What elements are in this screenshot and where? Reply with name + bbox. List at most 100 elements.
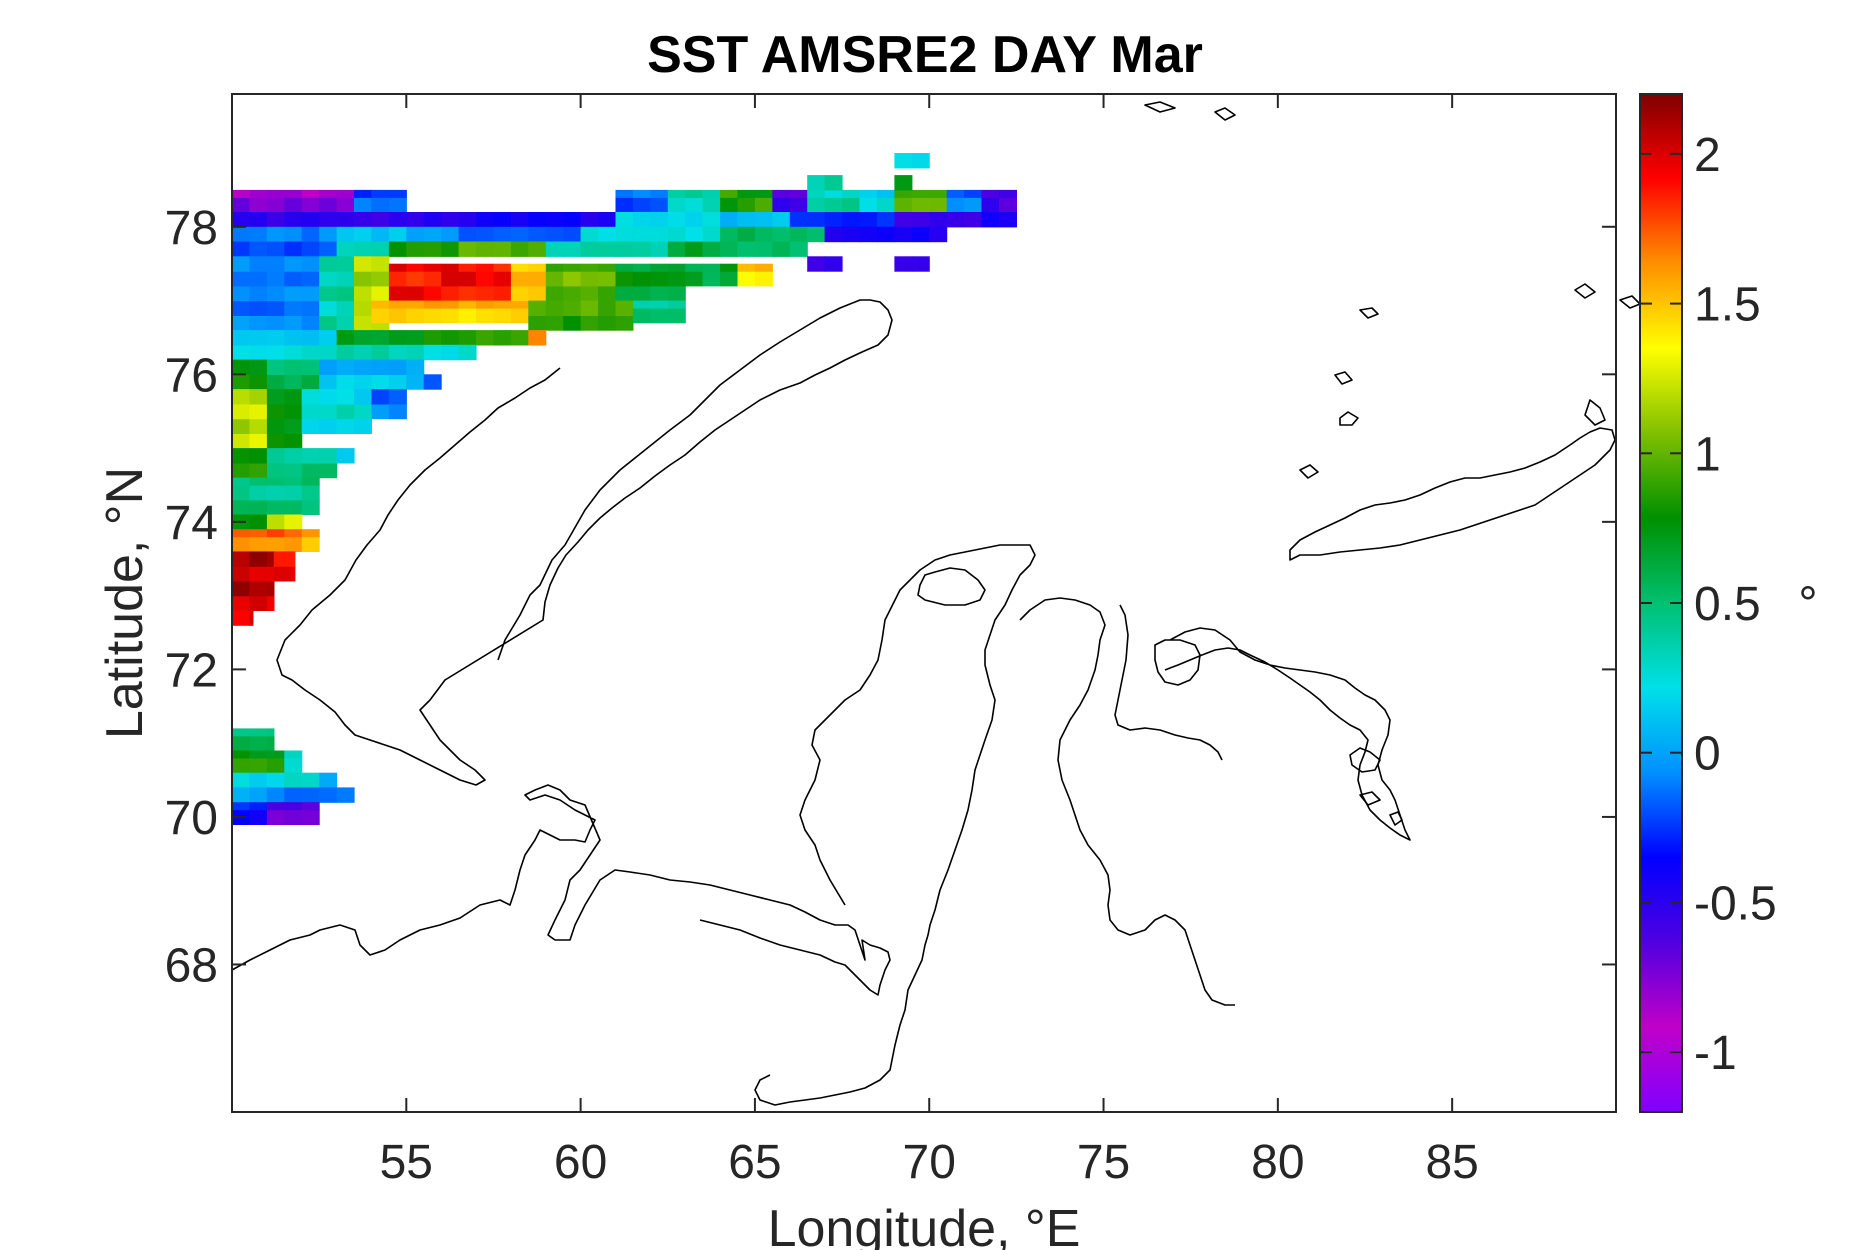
heat-cell [388, 263, 407, 272]
colorbar-tick-labels: -1 -0.5 0 0.5 1 1.5 2 [1694, 129, 1777, 1080]
heat-cell [929, 197, 948, 213]
heat-cell [284, 271, 303, 287]
heat-cell [266, 418, 285, 434]
heat-cell [336, 300, 355, 316]
heat-cell [824, 197, 843, 213]
heat-cell [598, 300, 616, 316]
heat-cell [929, 226, 948, 243]
heat-cell [319, 448, 338, 464]
colorbar-tick-label: 2 [1694, 129, 1721, 182]
heat-cell [336, 330, 355, 346]
heat-cell [336, 241, 355, 257]
heat-cell [632, 300, 651, 309]
heat-cell [685, 226, 704, 243]
heat-cell [301, 529, 320, 538]
heat-cell [388, 307, 407, 324]
heat-cell [354, 359, 372, 375]
heat-cell [319, 344, 338, 361]
heat-cell [354, 330, 372, 346]
heat-cell [284, 433, 303, 449]
heat-cell [754, 226, 773, 243]
heat-cell [876, 197, 895, 213]
heat-cell [354, 256, 372, 272]
heat-cell [441, 285, 460, 302]
x-tick-label: 60 [554, 1136, 607, 1189]
heat-cell [754, 263, 773, 272]
heat-cell [632, 189, 651, 198]
heat-cell [249, 189, 268, 198]
heat-cell [876, 212, 895, 228]
heat-cell [476, 212, 494, 228]
plot-frame [231, 93, 1617, 1113]
heat-cell [423, 344, 442, 361]
x-tick-label: 70 [903, 1136, 956, 1189]
heat-cell [319, 300, 338, 316]
heat-cell [232, 448, 250, 464]
heat-cell [232, 344, 250, 361]
heat-cell [772, 226, 791, 243]
colorbar: -1 -0.5 0 0.5 1 1.5 2 ° [1639, 93, 1818, 1113]
heat-cell [563, 263, 582, 272]
heat-cell [493, 212, 512, 228]
x-ticks [405, 94, 1454, 1112]
heat-cell [772, 197, 791, 213]
heat-cell [999, 212, 1017, 228]
heat-cell [528, 263, 547, 272]
heat-cell [406, 374, 425, 390]
heat-cell [545, 212, 564, 228]
heat-cell [232, 566, 250, 582]
heat-cell [232, 433, 250, 449]
heat-cell [702, 271, 721, 287]
heat-cell [458, 263, 477, 272]
heat-cell [232, 256, 250, 272]
heat-cell [894, 226, 913, 243]
heat-cell [702, 263, 721, 272]
heat-cell [406, 263, 425, 272]
heat-cell [249, 809, 268, 825]
heat-cell [545, 271, 564, 287]
heat-cell [232, 580, 250, 597]
heat-cell [232, 300, 250, 316]
heat-cell [371, 212, 390, 228]
heat-cell [458, 330, 477, 346]
heat-cell [580, 285, 599, 302]
heat-cell [528, 300, 547, 316]
heat-cell [720, 212, 739, 228]
heat-cell [388, 300, 407, 309]
heat-cell [266, 477, 285, 486]
heat-cell [667, 307, 686, 324]
heat-cell [563, 285, 582, 302]
coastline-gydan [1019, 597, 1235, 1006]
heat-cell [754, 241, 773, 257]
heat-cell [632, 307, 651, 324]
heat-cell [319, 226, 338, 243]
heat-cell [371, 285, 390, 302]
heat-cell [301, 300, 320, 316]
heat-cell [284, 241, 303, 257]
heat-cell [284, 787, 303, 803]
heat-cell [441, 241, 460, 257]
heat-cell [458, 285, 477, 302]
heat-cell [493, 307, 512, 324]
heat-cell [301, 389, 320, 405]
heat-cell [580, 300, 599, 316]
colorbar-ticks [1640, 152, 1682, 1054]
heat-cell [284, 389, 303, 405]
heat-cell [354, 197, 372, 213]
heat-cell [999, 197, 1017, 213]
heat-cell [266, 750, 285, 759]
heat-cell [615, 197, 634, 213]
heat-cell [301, 359, 320, 375]
x-tick-labels: 55 60 65 70 75 80 85 [380, 1136, 1479, 1189]
heat-cell [388, 344, 407, 361]
heat-cell [406, 344, 425, 361]
heat-cell [354, 212, 372, 228]
heat-cell [301, 330, 320, 346]
heat-cell [266, 300, 285, 316]
heat-cell [249, 344, 268, 361]
heat-cell [946, 189, 965, 198]
heat-cell [458, 344, 477, 361]
heat-cell [458, 241, 477, 257]
heat-cell [232, 551, 250, 567]
heat-cell [266, 374, 285, 390]
